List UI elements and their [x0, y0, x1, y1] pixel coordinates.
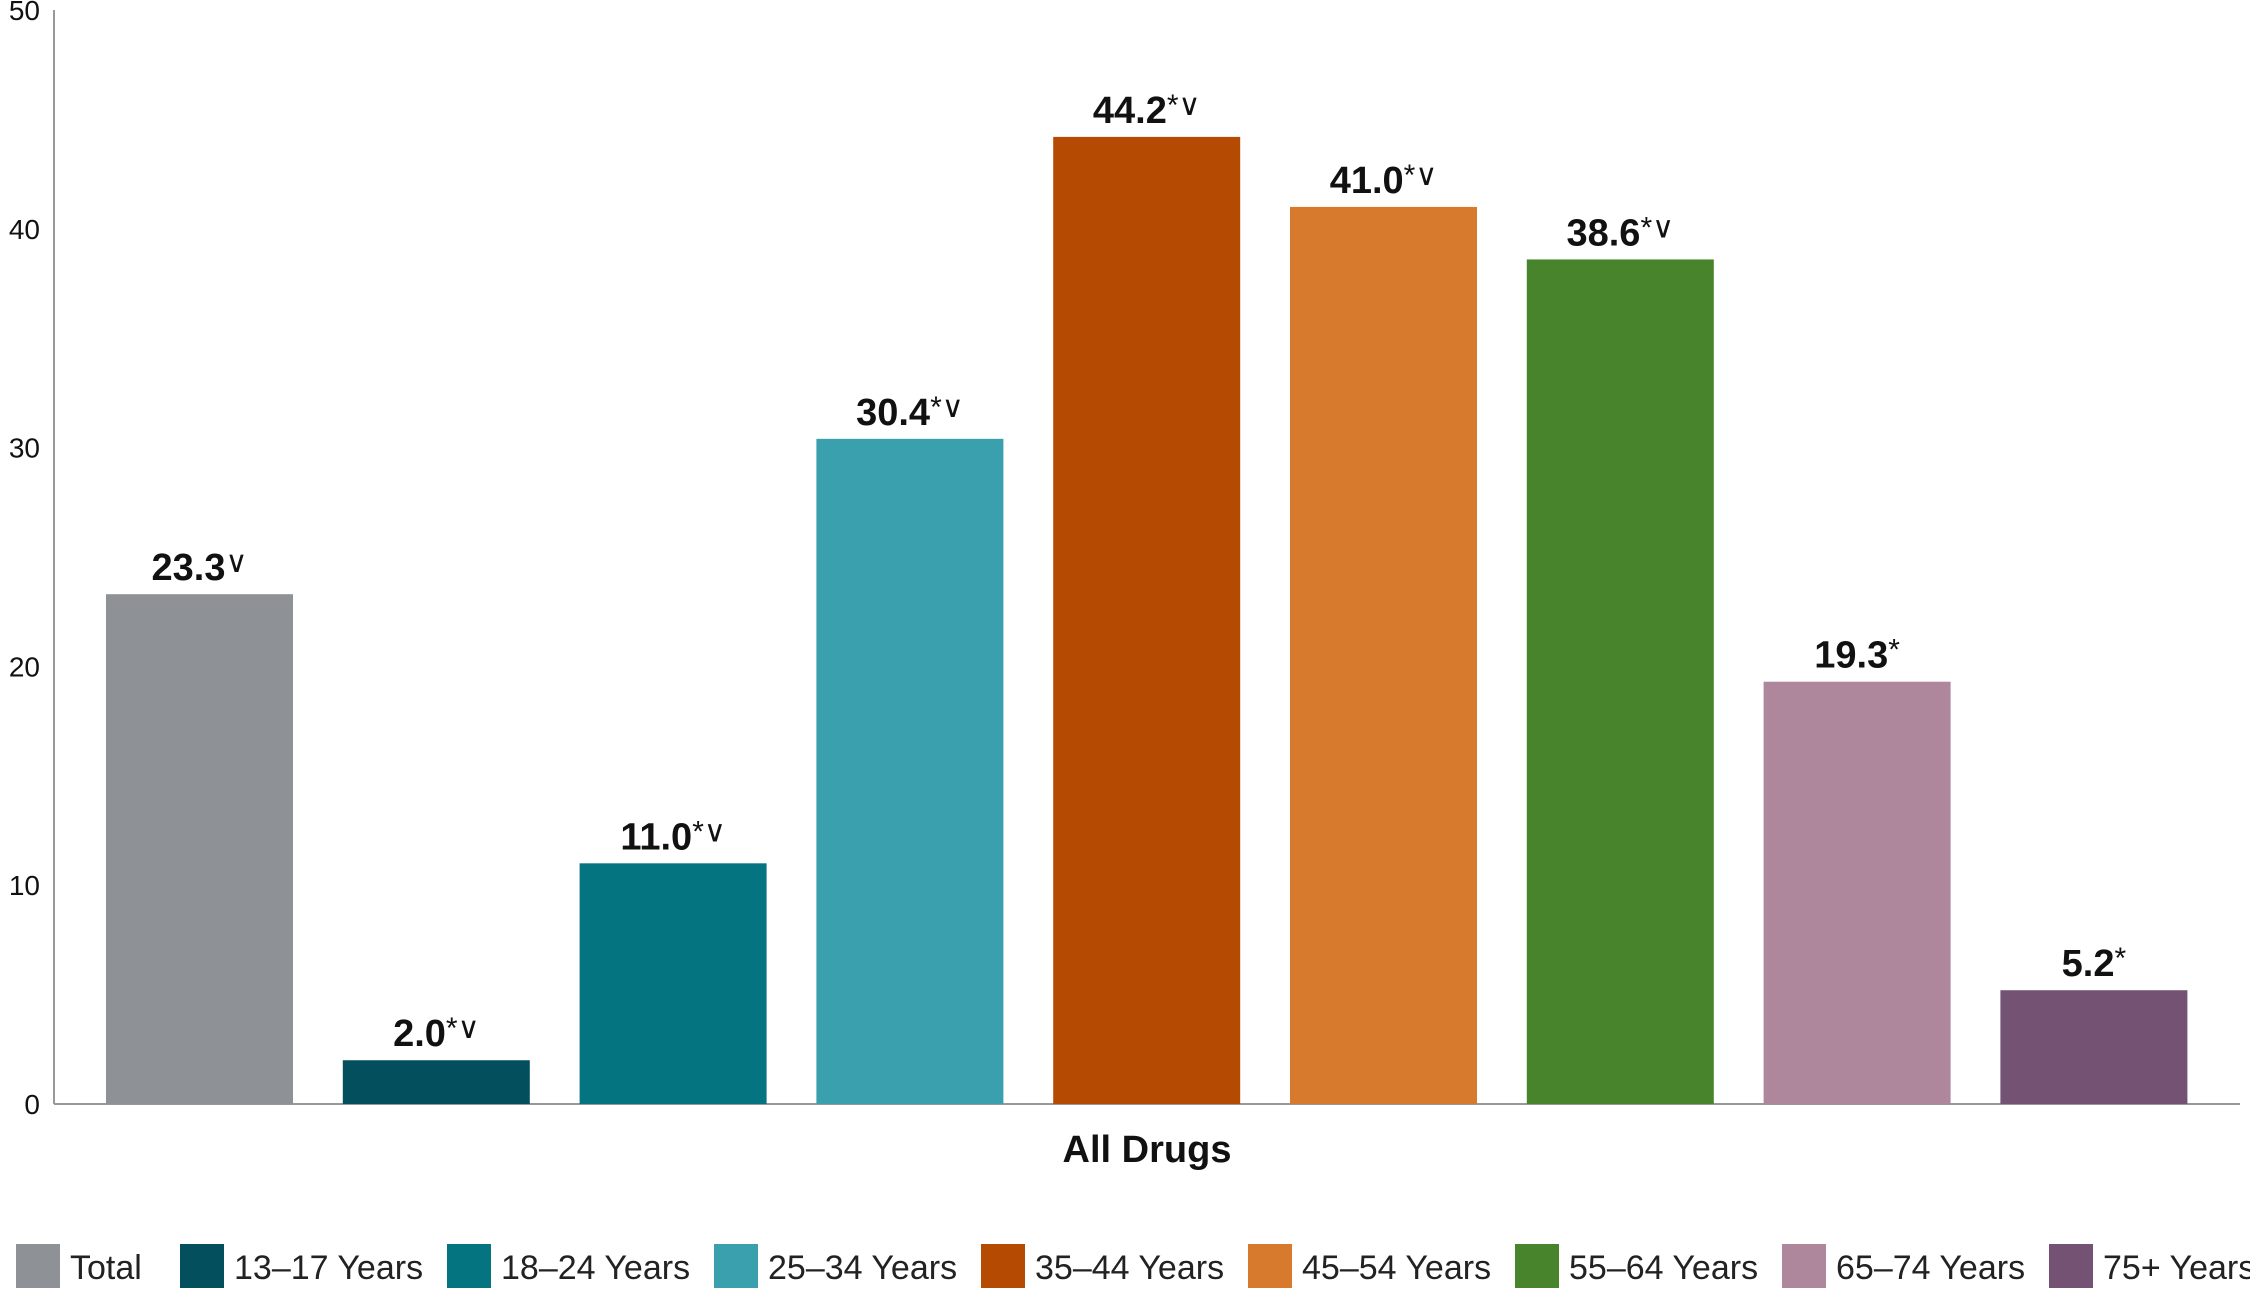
bar-significance-mark: *∨: [1167, 89, 1201, 122]
legend-label: 45–54 Years: [1302, 1249, 1491, 1287]
bar-significance-mark: *: [2114, 942, 2126, 975]
bar-value: 30.4: [856, 392, 930, 434]
bar-value: 23.3: [152, 547, 226, 589]
bar-value-label: 5.2*: [2062, 942, 2127, 985]
bar: [1290, 206, 1477, 1105]
bar-significance-mark: ∨: [226, 546, 248, 579]
y-tick-label: 20: [9, 651, 40, 682]
bar-value: 2.0: [393, 1013, 446, 1055]
bar-value-label: 41.0*∨: [1330, 159, 1438, 202]
legend-swatch: [447, 1244, 491, 1288]
bar: [579, 863, 767, 1104]
bars: [106, 136, 2188, 1105]
legend-label: 75+ Years: [2103, 1249, 2250, 1287]
legend-label: 13–17 Years: [234, 1249, 423, 1287]
bar-value-label: 19.3*: [1814, 634, 1900, 677]
bar-value: 38.6: [1566, 212, 1640, 254]
x-axis-title: All Drugs: [1063, 1129, 1232, 1171]
bar-significance-mark: *∨: [692, 815, 726, 848]
bar-value-label: 11.0*∨: [620, 815, 726, 858]
legend-swatch: [16, 1244, 60, 1288]
bar-value: 19.3: [1814, 635, 1888, 677]
legend: Total 13–17 Years 18–24 Years 25–34 Years 35…: [16, 1244, 2250, 1288]
legend-label: 55–64 Years: [1569, 1249, 1758, 1287]
y-tick-label: 30: [9, 433, 40, 464]
bar-significance-mark: *∨: [1404, 159, 1438, 192]
y-tick-label: 40: [9, 214, 40, 245]
bar: [1053, 136, 1241, 1105]
bar-value: 41.0: [1330, 160, 1404, 202]
legend-swatch: [2049, 1244, 2093, 1288]
bar: [816, 438, 1004, 1104]
legend-swatch: [714, 1244, 758, 1288]
bar-significance-mark: *∨: [930, 391, 964, 424]
bar-value-label: 38.6*∨: [1566, 211, 1674, 254]
bar-significance-mark: *∨: [446, 1012, 480, 1045]
legend-label: 65–74 Years: [1836, 1249, 2025, 1287]
bar-value: 44.2: [1093, 90, 1167, 132]
bar-significance-mark: *∨: [1640, 211, 1674, 244]
bar-value-label: 30.4*∨: [856, 391, 964, 434]
legend-label: 18–24 Years: [501, 1249, 690, 1287]
y-tick-label: 10: [9, 870, 40, 901]
legend-swatch: [1782, 1244, 1826, 1288]
bar-value-label: 2.0*∨: [393, 1012, 479, 1055]
data-labels: 23.3∨2.0*∨11.0*∨30.4*∨44.2*∨41.0*∨38.6*∨…: [152, 89, 2127, 1055]
bar: [342, 1060, 530, 1104]
y-ticks: 0 10 20 30 40 50: [9, 0, 40, 1120]
bar: [106, 594, 293, 1104]
bar-significance-mark: *: [1888, 634, 1900, 667]
y-tick-label: 50: [9, 0, 40, 26]
bar-value-label: 23.3∨: [152, 546, 248, 589]
legend-label: 35–44 Years: [1035, 1249, 1224, 1287]
legend-swatch: [180, 1244, 224, 1288]
y-tick-label: 0: [24, 1089, 40, 1120]
bar: [1763, 681, 1951, 1104]
bar-value: 11.0: [620, 816, 692, 858]
bar-value: 5.2: [2062, 943, 2115, 985]
bar-value-label: 44.2*∨: [1093, 89, 1201, 132]
legend-swatch: [1248, 1244, 1292, 1288]
bar: [2000, 990, 2188, 1104]
bar: [1526, 259, 1714, 1104]
legend-label: 25–34 Years: [768, 1249, 957, 1287]
legend-swatch: [1515, 1244, 1559, 1288]
legend-label: Total: [70, 1249, 142, 1287]
legend-swatch: [981, 1244, 1025, 1288]
